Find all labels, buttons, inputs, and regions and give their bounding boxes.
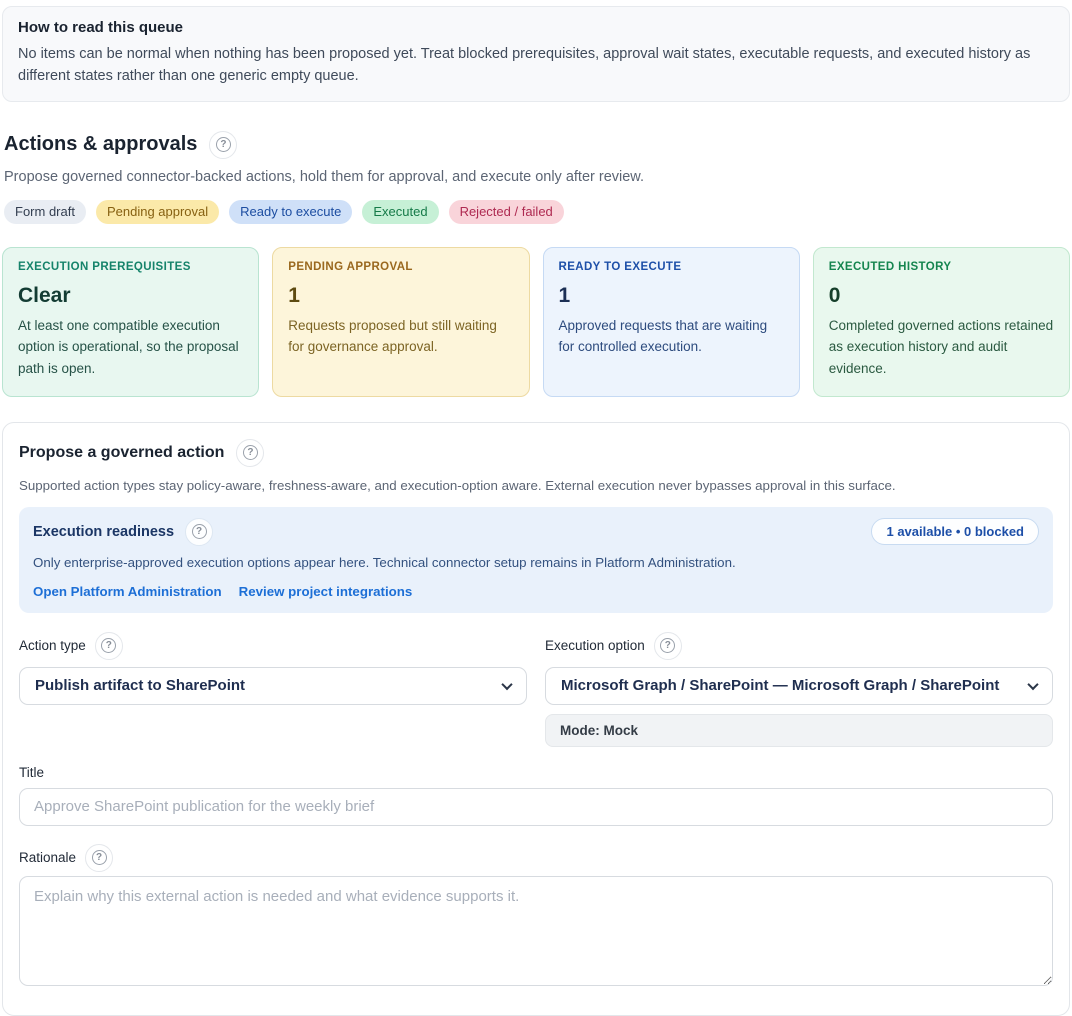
action-type-label: Action type [19, 638, 86, 654]
stat-card-description: Completed governed actions retained as e… [828, 317, 1054, 376]
stat-card-ready-to-execute: READY TO EXECUTE 1 Approved requests tha… [542, 246, 800, 397]
title-field: Title [19, 765, 1053, 826]
question-mark-icon: ? [215, 137, 231, 153]
stat-card-value: 1 [288, 283, 300, 307]
legend-badge-executed: Executed [362, 199, 439, 224]
action-type-field: Action type ? Publish artifact to ShareP… [19, 631, 527, 747]
page-subtitle: Propose governed connector-backed action… [4, 168, 644, 185]
execution-readiness-header: Execution readiness ? 1 available • 0 bl… [33, 517, 1039, 546]
help-icon[interactable]: ? [85, 843, 114, 872]
rationale-label: Rationale [19, 850, 77, 866]
execution-option-label-row: Execution option ? [545, 631, 1053, 660]
info-banner: How to read this queue No items can be n… [2, 6, 1070, 102]
propose-subtitle: Supported action types stay policy-aware… [19, 477, 896, 493]
info-banner-title: How to read this queue [18, 19, 184, 36]
stat-card-pending-approval: PENDING APPROVAL 1 Requests proposed but… [272, 246, 530, 397]
execution-mode-note: Mode: Mock [545, 713, 1053, 747]
stat-card-execution-prerequisites: EXECUTION PREREQUISITES Clear At least o… [2, 246, 260, 397]
title-input[interactable] [19, 787, 1053, 826]
legend-badge-ready-to-execute: Ready to execute [229, 199, 353, 224]
page-title: Actions & approvals [4, 133, 198, 156]
action-type-label-row: Action type ? [19, 631, 527, 660]
execution-readiness-title: Execution readiness [33, 523, 175, 540]
question-mark-icon: ? [91, 850, 107, 866]
execution-readiness-links: Open Platform Administration Review proj… [33, 584, 1039, 599]
propose-title: Propose a governed action [19, 443, 225, 461]
section-header: Actions & approvals ? [2, 130, 1070, 159]
stat-cards: EXECUTION PREREQUISITES Clear At least o… [2, 246, 1070, 397]
legend-badge-rejected-failed: Rejected / failed [448, 199, 564, 224]
stat-card-executed-history: EXECUTED HISTORY 0 Completed governed ac… [812, 246, 1070, 397]
stat-card-label: PENDING APPROVAL [288, 260, 413, 273]
stat-card-description: At least one compatible execution option… [18, 317, 239, 376]
stat-card-value: 0 [828, 283, 841, 307]
execution-readiness-panel: Execution readiness ? 1 available • 0 bl… [19, 506, 1053, 613]
help-icon[interactable]: ? [236, 438, 265, 467]
rationale-label-row: Rationale ? [19, 843, 1053, 872]
status-legend: Form draft Pending approval Ready to exe… [2, 199, 1070, 224]
propose-header: Propose a governed action ? [19, 438, 1053, 467]
rationale-textarea[interactable] [19, 875, 1053, 986]
question-mark-icon: ? [191, 524, 207, 540]
stat-card-label: EXECUTED HISTORY [828, 260, 952, 273]
execution-readiness-title-row: Execution readiness ? [33, 517, 214, 546]
help-icon[interactable]: ? [209, 130, 238, 159]
availability-badge: 1 available • 0 blocked [871, 518, 1039, 546]
legend-badge-form-draft: Form draft [4, 199, 86, 224]
stat-card-value: 1 [558, 283, 571, 307]
execution-option-field: Execution option ? Microsoft Graph / Sha… [545, 631, 1053, 747]
execution-option-select[interactable]: Microsoft Graph / SharePoint — Microsoft… [545, 666, 1053, 705]
action-form-grid: Action type ? Publish artifact to ShareP… [19, 631, 1053, 747]
open-platform-administration-link[interactable]: Open Platform Administration [33, 583, 222, 599]
title-label: Title [19, 765, 45, 781]
stat-card-label: READY TO EXECUTE [558, 260, 682, 273]
rationale-field: Rationale ? [19, 843, 1053, 991]
question-mark-icon: ? [242, 445, 258, 461]
review-project-integrations-link[interactable]: Review project integrations [238, 583, 413, 599]
execution-readiness-body: Only enterprise-approved execution optio… [33, 554, 736, 570]
question-mark-icon: ? [101, 638, 117, 654]
stat-card-label: EXECUTION PREREQUISITES [18, 260, 191, 273]
execution-option-select-wrap: Microsoft Graph / SharePoint — Microsoft… [545, 666, 1053, 705]
action-type-select-wrap: Publish artifact to SharePoint [19, 666, 527, 705]
question-mark-icon: ? [660, 638, 676, 654]
execution-option-label: Execution option [545, 638, 645, 654]
stat-card-value: Clear [18, 283, 71, 307]
help-icon[interactable]: ? [185, 517, 214, 546]
help-icon[interactable]: ? [653, 631, 682, 660]
info-banner-body: No items can be normal when nothing has … [18, 46, 1031, 85]
action-type-select[interactable]: Publish artifact to SharePoint [19, 666, 527, 705]
stat-card-description: Requests proposed but still waiting for … [288, 317, 497, 355]
legend-badge-pending-approval: Pending approval [95, 199, 220, 224]
propose-governed-action-card: Propose a governed action ? Supported ac… [2, 421, 1070, 1016]
help-icon[interactable]: ? [94, 631, 123, 660]
title-label-row: Title [19, 765, 1053, 781]
stat-card-description: Approved requests that are waiting for c… [558, 317, 768, 355]
